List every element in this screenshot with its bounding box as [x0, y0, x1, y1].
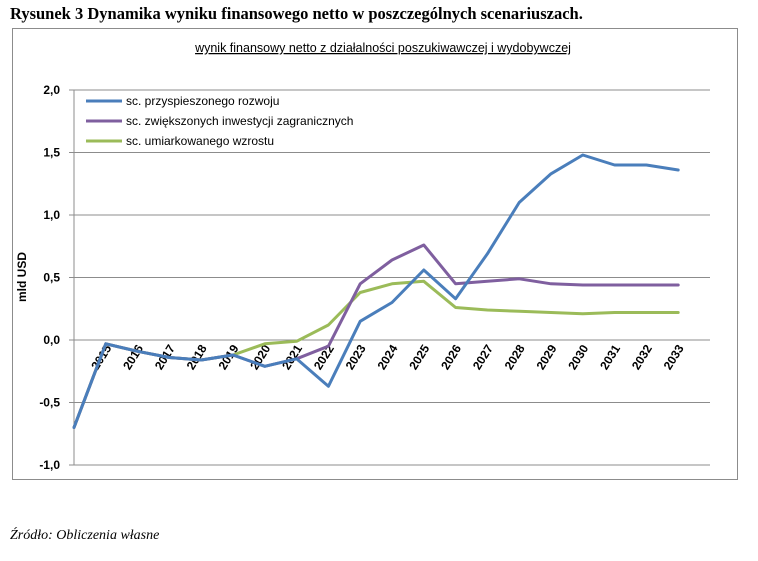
figure-caption: Rysunek 3 Dynamika wyniku finansowego ne… [10, 4, 583, 23]
legend-entry: sc. umiarkowanego wzrostu [126, 134, 274, 148]
legend-entry: sc. zwiększonych inwestycji zagranicznyc… [126, 114, 353, 128]
series-line [72, 243, 680, 429]
x-tick-label: 2030 [565, 342, 591, 372]
y-tick-label: 0,5 [43, 271, 60, 285]
x-tick-label: 2016 [120, 342, 146, 372]
x-tick-label: 2018 [184, 342, 210, 372]
x-tick-label: 2033 [661, 342, 687, 372]
x-tick-label: 2024 [375, 342, 401, 372]
legend-entry: sc. przyspieszonego rozwoju [126, 94, 279, 108]
x-tick-label: 2029 [534, 342, 560, 372]
y-tick-label: -1,0 [39, 458, 60, 472]
x-tick-label: 2031 [597, 342, 623, 372]
y-tick-label: 1,0 [43, 208, 60, 222]
y-axis-label: mld USD [15, 252, 29, 302]
x-tick-label: 2025 [406, 342, 432, 372]
x-tick-label: 2028 [502, 342, 528, 372]
y-tick-label: 0,0 [43, 333, 60, 347]
chart-title: wynik finansowy netto z działalności pos… [194, 41, 571, 55]
y-tick-label: 2,0 [43, 83, 60, 97]
source-note: Źródło: Obliczenia własne [10, 528, 160, 543]
chart-frame [12, 28, 738, 480]
x-tick-label: 2032 [629, 342, 655, 372]
x-tick-label: 2027 [470, 342, 496, 372]
y-tick-label: 1,5 [43, 146, 60, 160]
y-tick-label: -0,5 [39, 396, 60, 410]
x-tick-label: 2026 [438, 342, 464, 372]
series-line [72, 153, 680, 429]
